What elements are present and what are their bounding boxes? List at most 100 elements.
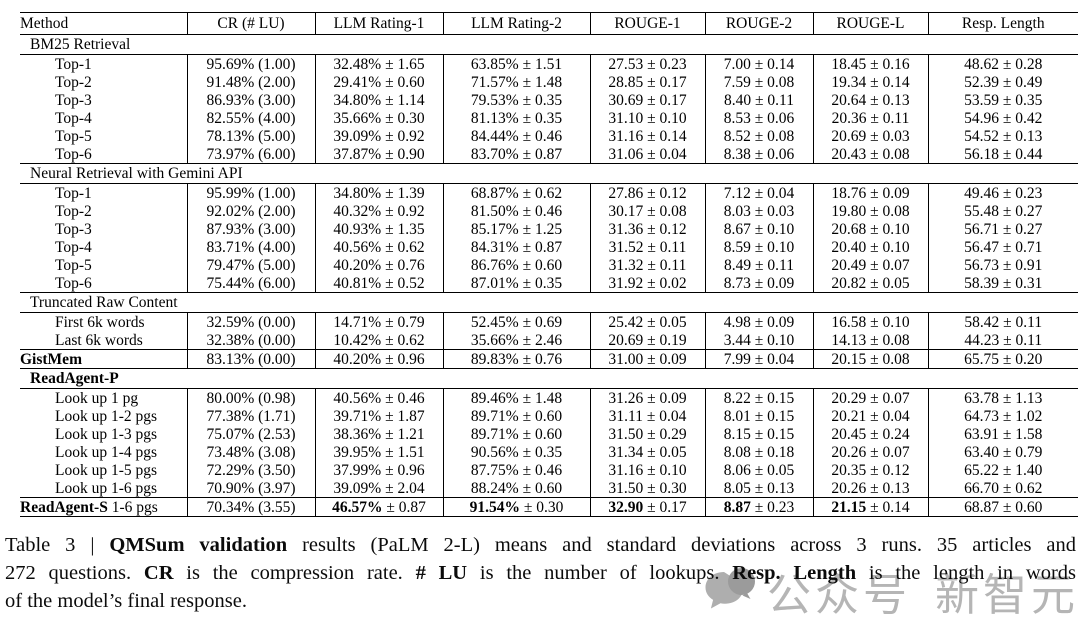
- value-cell: 31.00 ± 0.09: [589, 349, 705, 369]
- value-cell: 18.76 ± 0.09: [812, 183, 928, 202]
- caption-line: 272 questions. CR is the compression rat…: [5, 562, 1077, 584]
- table-row: Last 6k words 32.38% (0.00) 10.42% ± 0.62 3…: [20, 331, 1078, 350]
- value-cell: 68.87% ± 0.62: [442, 183, 590, 202]
- chat-bubbles-icon: [705, 568, 755, 609]
- value-cell: 7.00 ± 0.14: [704, 54, 813, 73]
- value-cell: 31.50 ± 0.29: [589, 425, 705, 443]
- method-cell: Top-4: [55, 109, 92, 127]
- table-row: Top-2 91.48% (2.00) 29.41% ± 0.60 71.57% ± …: [20, 73, 1078, 91]
- table-row: Top-6 73.97% (6.00) 37.87% ± 0.90 83.70% ± …: [20, 145, 1078, 164]
- value-cell: 8.15 ± 0.15: [704, 425, 813, 443]
- value-cell: 73.48% (3.08): [186, 443, 315, 461]
- column-header: LLM Rating-2: [442, 12, 590, 35]
- value-cell: 40.56% ± 0.46: [314, 388, 443, 407]
- column-header: ROUGE-L: [812, 12, 928, 35]
- value-cell: 35.66% ± 2.46: [442, 331, 590, 350]
- value-cell: 66.70 ± 0.62: [927, 479, 1078, 498]
- value-cell: 92.02% (2.00): [186, 202, 315, 220]
- value-cell: 7.12 ± 0.04: [704, 183, 813, 202]
- value-cell: 37.99% ± 0.96: [314, 461, 443, 479]
- value-cell: 75.44% (6.00): [186, 274, 315, 293]
- table-row: Top-4 83.71% (4.00) 40.56% ± 0.62 84.31% ± …: [20, 238, 1078, 256]
- value-cell: 40.81% ± 0.52: [314, 274, 443, 293]
- value-cell: 31.92 ± 0.02: [589, 274, 705, 293]
- value-cell: 32.38% (0.00): [186, 331, 315, 350]
- value-cell: 56.73 ± 0.91: [927, 256, 1078, 274]
- value-cell: 8.67 ± 0.10: [704, 220, 813, 238]
- value-cell: 46.57% ± 0.87: [314, 497, 443, 517]
- value-cell: 55.48 ± 0.27: [927, 202, 1078, 220]
- method-cell: Top-5: [55, 127, 92, 145]
- value-cell: 39.09% ± 0.92: [314, 127, 443, 145]
- value-cell: 20.64 ± 0.13: [812, 91, 928, 109]
- value-cell: 75.07% (2.53): [186, 425, 315, 443]
- value-cell: 20.26 ± 0.07: [812, 443, 928, 461]
- value-cell: 31.34 ± 0.05: [589, 443, 705, 461]
- value-cell: 31.06 ± 0.04: [589, 145, 705, 164]
- table-row: Look up 1-5 pgs 72.29% (3.50) 37.99% ± 0.9…: [20, 461, 1078, 479]
- value-cell: 32.90 ± 0.17: [589, 497, 705, 517]
- value-cell: 40.32% ± 0.92: [314, 202, 443, 220]
- column-header: LLM Rating-1: [314, 12, 443, 35]
- column-header: CR (# LU): [186, 12, 315, 35]
- section-row: ReadAgent-P: [20, 368, 1078, 389]
- watermark: 公众号 新智元: [703, 563, 1079, 621]
- section-label: Truncated Raw Content: [20, 292, 1078, 313]
- value-cell: 89.83% ± 0.76: [442, 349, 590, 369]
- value-cell: 20.82 ± 0.05: [812, 274, 928, 293]
- value-cell: 20.69 ± 0.03: [812, 127, 928, 145]
- value-cell: 78.13% (5.00): [186, 127, 315, 145]
- value-cell: 65.22 ± 1.40: [927, 461, 1078, 479]
- value-cell: 40.20% ± 0.96: [314, 349, 443, 369]
- value-cell: 88.24% ± 0.60: [442, 479, 590, 498]
- column-header: Resp. Length: [927, 12, 1078, 35]
- value-cell: 34.80% ± 1.39: [314, 183, 443, 202]
- value-cell: 63.78 ± 1.13: [927, 388, 1078, 407]
- value-cell: 48.62 ± 0.28: [927, 54, 1078, 73]
- value-cell: 20.15 ± 0.08: [812, 349, 928, 369]
- table-row: Look up 1-4 pgs 73.48% (3.08) 39.95% ± 1.5…: [20, 443, 1078, 461]
- value-cell: 58.39 ± 0.31: [927, 274, 1078, 293]
- value-cell: 89.46% ± 1.48: [442, 388, 590, 407]
- section-row: Neural Retrieval with Gemini API: [20, 163, 1078, 184]
- value-cell: 95.69% (1.00): [186, 54, 315, 73]
- method-cell: Look up 1-2 pgs: [55, 407, 158, 425]
- value-cell: 8.49 ± 0.11: [704, 256, 813, 274]
- value-cell: 20.49 ± 0.07: [812, 256, 928, 274]
- value-cell: 63.40 ± 0.79: [927, 443, 1078, 461]
- value-cell: 44.23 ± 0.11: [927, 331, 1078, 350]
- value-cell: 54.52 ± 0.13: [927, 127, 1078, 145]
- value-cell: 84.44% ± 0.46: [442, 127, 590, 145]
- value-cell: 18.45 ± 0.16: [812, 54, 928, 73]
- value-cell: 35.66% ± 0.30: [314, 109, 443, 127]
- value-cell: 16.58 ± 0.10: [812, 312, 928, 331]
- table-row: Top-3 86.93% (3.00) 34.80% ± 1.14 79.53% ± …: [20, 91, 1078, 109]
- table-row: Top-1 95.99% (1.00) 34.80% ± 1.39 68.87% ± …: [20, 183, 1078, 202]
- value-cell: 86.76% ± 0.60: [442, 256, 590, 274]
- table-row: GistMem 83.13% (0.00) 40.20% ± 0.96 89.83% …: [20, 349, 1078, 369]
- value-cell: 8.03 ± 0.03: [704, 202, 813, 220]
- column-header: Method: [20, 12, 187, 35]
- value-cell: 90.56% ± 0.35: [442, 443, 590, 461]
- value-cell: 32.48% ± 1.65: [314, 54, 443, 73]
- value-cell: 79.47% (5.00): [186, 256, 315, 274]
- value-cell: 72.29% (3.50): [186, 461, 315, 479]
- results-table: Method CR (# LU) LLM Rating-1 LLM Rating-2 R…: [20, 12, 1078, 517]
- header-row: Method CR (# LU) LLM Rating-1 LLM Rating-2 R…: [20, 12, 1078, 35]
- value-cell: 65.75 ± 0.20: [927, 349, 1078, 369]
- method-cell: Look up 1-5 pgs: [55, 461, 158, 479]
- value-cell: 56.71 ± 0.27: [927, 220, 1078, 238]
- value-cell: 71.57% ± 1.48: [442, 73, 590, 91]
- value-cell: 64.73 ± 1.02: [927, 407, 1078, 425]
- value-cell: 80.00% (0.98): [186, 388, 315, 407]
- value-cell: 87.93% (3.00): [186, 220, 315, 238]
- value-cell: 20.29 ± 0.07: [812, 388, 928, 407]
- table-row: ReadAgent-S 1-6 pgs 70.34% (3.55) 46.57% ±…: [20, 497, 1078, 517]
- value-cell: 40.93% ± 1.35: [314, 220, 443, 238]
- value-cell: 89.71% ± 0.60: [442, 407, 590, 425]
- value-cell: 31.16 ± 0.14: [589, 127, 705, 145]
- value-cell: 14.13 ± 0.08: [812, 331, 928, 350]
- table-row: Top-6 75.44% (6.00) 40.81% ± 0.52 87.01% ± …: [20, 274, 1078, 293]
- value-cell: 52.39 ± 0.49: [927, 73, 1078, 91]
- value-cell: 7.59 ± 0.08: [704, 73, 813, 91]
